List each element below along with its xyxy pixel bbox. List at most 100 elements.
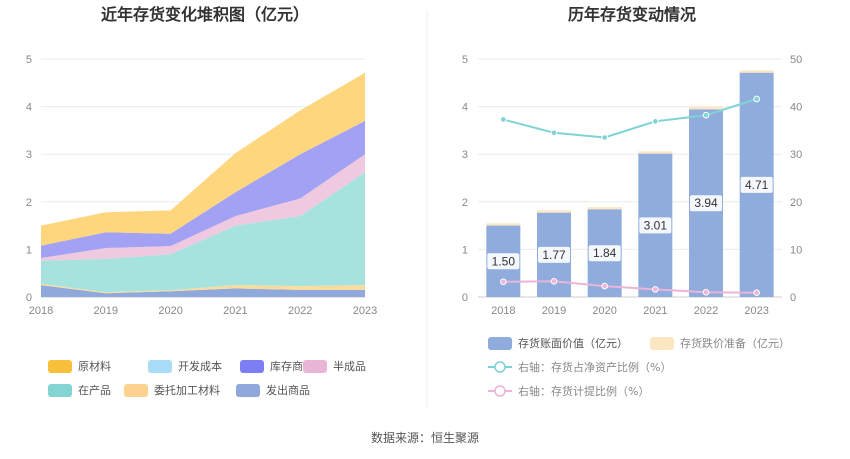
legend-label: 原材料 — [78, 359, 111, 373]
provision-bar — [638, 151, 673, 154]
legend-item-发出商品: 发出商品 — [236, 383, 310, 397]
area-库存商品 — [41, 120, 365, 259]
right-x-tick: 2018 — [491, 305, 515, 317]
line-point — [702, 111, 710, 119]
legend-swatch — [236, 384, 260, 397]
legend-item-半成品: 半成品 — [303, 359, 366, 373]
left-y-tick: 4 — [26, 102, 32, 114]
right-chart-title: 历年存货变动情况 — [568, 5, 696, 24]
left-x-axis: 2018 2019 2020 2021 2022 2023 — [29, 305, 377, 317]
legend-label: 右轴：存货计提比例（%） — [518, 384, 649, 398]
right-right-y-tick: 20 — [790, 197, 802, 209]
bar-label-bg — [588, 245, 621, 262]
right-x-tick: 2021 — [643, 305, 667, 317]
left-y-axis: 0 1 2 3 4 5 — [26, 54, 32, 304]
right-x-tick: 2023 — [744, 305, 768, 317]
bar-label-bg — [690, 195, 722, 212]
legend-swatch — [48, 384, 72, 397]
right-bars: 1.50 1.77 1.84 3.01 3.94 4.71 — [486, 70, 774, 298]
provision-bar — [537, 210, 571, 213]
provision-bar — [739, 70, 774, 73]
right-lines — [500, 95, 760, 297]
provision-bar — [689, 107, 723, 110]
bar-label-bg — [487, 253, 520, 270]
area-原材料 — [41, 72, 365, 246]
line-右轴：存货占净资产比例（%） — [503, 98, 758, 139]
legend-item-原材料: 原材料 — [48, 359, 111, 373]
line-point — [652, 118, 659, 125]
right-left-y-tick: 3 — [462, 149, 468, 161]
legend-label: 开发成本 — [178, 359, 222, 373]
legend-item-右轴：存货占净资产比例（%）: 右轴：存货占净资产比例（%） — [488, 360, 671, 374]
right-right-y-axis: 0 10 20 30 40 50 — [790, 54, 802, 304]
right-right-y-tick: 40 — [790, 102, 802, 114]
line-point — [702, 288, 710, 296]
provision-bar — [486, 223, 521, 226]
legend-item-库存商品: 库存商品 — [240, 359, 314, 373]
bar-value-label: 4.71 — [745, 178, 769, 192]
right-left-y-tick: 4 — [462, 102, 468, 114]
bar-value-label: 3.94 — [694, 196, 718, 210]
right-left-y-tick: 2 — [462, 197, 468, 209]
left-y-tick: 5 — [26, 54, 32, 66]
line-point — [753, 95, 760, 103]
bar-label-bg — [639, 217, 672, 234]
legend-item-在产品: 在产品 — [48, 383, 111, 397]
bar-value-label: 1.84 — [593, 246, 617, 260]
bar-value-label: 3.01 — [644, 218, 668, 232]
left-x-tick: 2020 — [158, 305, 182, 317]
right-x-axis: 2018 2019 2020 2021 2022 2023 — [491, 305, 769, 317]
legend-swatch — [303, 360, 327, 373]
right-right-y-tick: 0 — [790, 292, 796, 304]
right-left-y-tick: 1 — [462, 244, 468, 256]
legend-label: 右轴：存货占净资产比例（%） — [518, 360, 671, 374]
left-areas — [41, 72, 365, 297]
legend-swatch — [48, 360, 72, 373]
area-发出商品 — [41, 285, 365, 297]
legend-swatch — [650, 337, 674, 350]
line-point — [652, 286, 659, 293]
area-委托加工材料 — [41, 283, 365, 294]
legend-swatch — [124, 384, 148, 397]
line-point — [550, 277, 558, 285]
legend-marker — [494, 385, 506, 397]
line-point — [601, 282, 608, 290]
bar-label-bg — [538, 246, 570, 263]
line-右轴：存货计提比例（%） — [503, 280, 757, 294]
legend-item-存货跌价准备（亿元）: 存货跌价准备（亿元） — [650, 336, 790, 350]
area-在产品 — [41, 172, 365, 293]
legend-swatch — [148, 360, 172, 373]
legend-label: 存货账面价值（亿元） — [518, 336, 628, 350]
right-x-tick: 2022 — [694, 305, 718, 317]
right-left-y-axis: 0 1 2 3 4 5 — [462, 54, 468, 304]
legend-label: 委托加工材料 — [154, 383, 220, 397]
right-x-tick: 2019 — [542, 305, 566, 317]
legend-swatch — [488, 337, 512, 350]
legend-label: 半成品 — [333, 359, 366, 373]
left-x-tick: 2023 — [353, 305, 377, 317]
legend-swatch — [240, 360, 264, 373]
left-y-tick: 1 — [26, 244, 32, 256]
legend-item-开发成本: 开发成本 — [148, 359, 222, 373]
provision-bar — [587, 207, 622, 210]
legend-label: 在产品 — [78, 383, 111, 397]
legend-label: 存货跌价准备（亿元） — [680, 336, 790, 350]
right-left-y-tick: 5 — [462, 54, 468, 66]
legend-item-委托加工材料: 委托加工材料 — [124, 383, 220, 397]
legend-item-存货账面价值（亿元）: 存货账面价值（亿元） — [488, 336, 628, 350]
line-point — [601, 134, 608, 141]
data-source: 数据来源：恒生聚源 — [371, 430, 479, 445]
inventory-bar-line-chart: 历年存货变动情况 1.50 1.77 1.84 3.01 3.94 4.71 0 1 2 3 4 5… — [462, 5, 802, 398]
left-x-tick: 2021 — [223, 305, 247, 317]
legend-item-右轴：存货计提比例（%）: 右轴：存货计提比例（%） — [488, 384, 649, 398]
right-legend: 存货账面价值（亿元） 存货跌价准备（亿元） 右轴：存货占净资产比例（%） 右轴：存货计… — [488, 336, 790, 398]
right-grid — [478, 58, 782, 298]
right-right-y-tick: 30 — [790, 149, 802, 161]
left-y-tick: 0 — [26, 292, 32, 304]
right-left-y-tick: 0 — [462, 292, 468, 304]
bar-value-label: 1.77 — [542, 248, 566, 262]
bar-label-bg — [740, 176, 773, 193]
line-point — [500, 278, 507, 286]
